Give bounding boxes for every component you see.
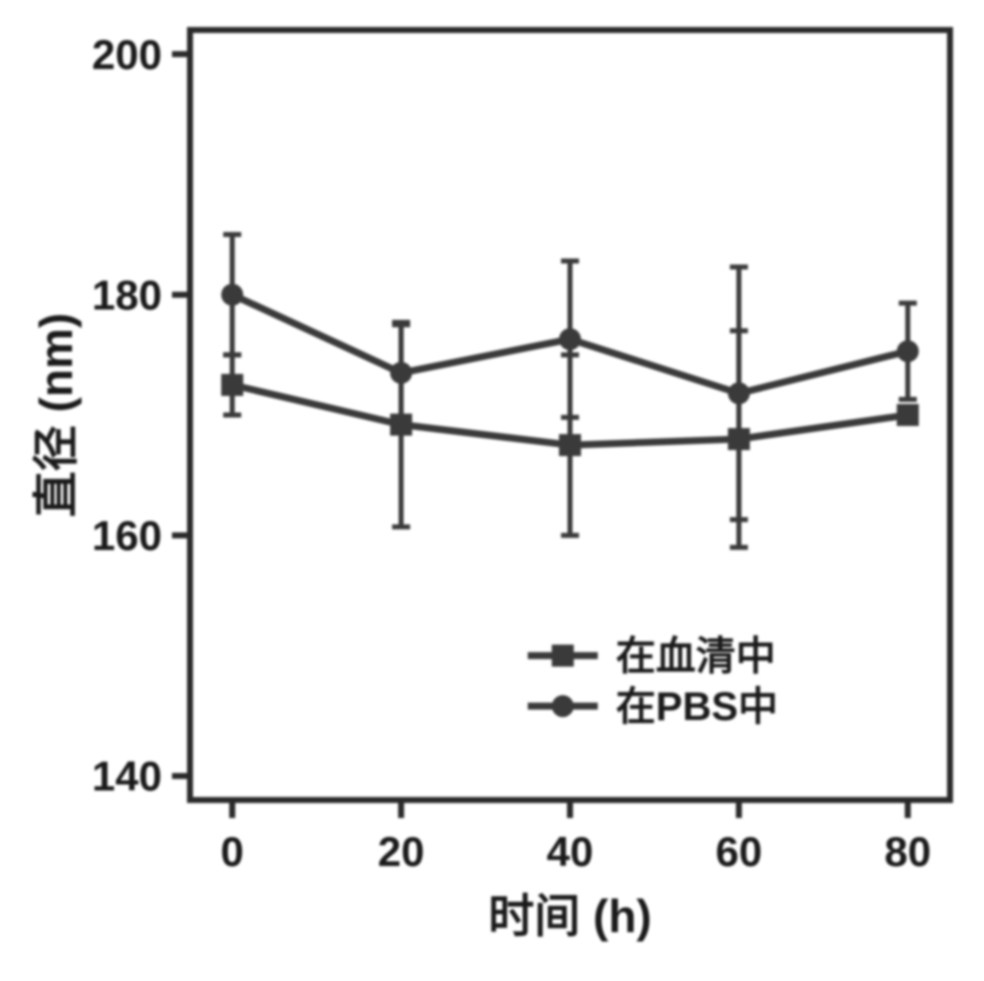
x-tick-label: 20	[378, 828, 425, 875]
y-tick-label: 160	[92, 512, 162, 559]
legend-label: 在血清中	[616, 635, 776, 679]
x-axis-label: 时间 (h)	[488, 890, 652, 942]
chart-container: 0 20 40 60 80 140 160 180 200 时间 (h) 直径 (nm) 在血清中在P…	[0, 0, 984, 981]
legend-label: 在PBS中	[616, 685, 778, 729]
x-tick-label: 80	[884, 828, 931, 875]
y-tick-label: 180	[92, 271, 162, 318]
x-tick-label: 0	[221, 828, 244, 875]
x-tick-label: 40	[547, 828, 594, 875]
y-axis-label: 直径 (nm)	[30, 313, 82, 517]
y-tick-label: 200	[92, 31, 162, 78]
x-tick-label: 60	[716, 828, 763, 875]
y-tick-label: 140	[92, 753, 162, 800]
line-chart: 0 20 40 60 80 140 160 180 200 时间 (h) 直径 (nm) 在血清中在P…	[0, 0, 984, 981]
